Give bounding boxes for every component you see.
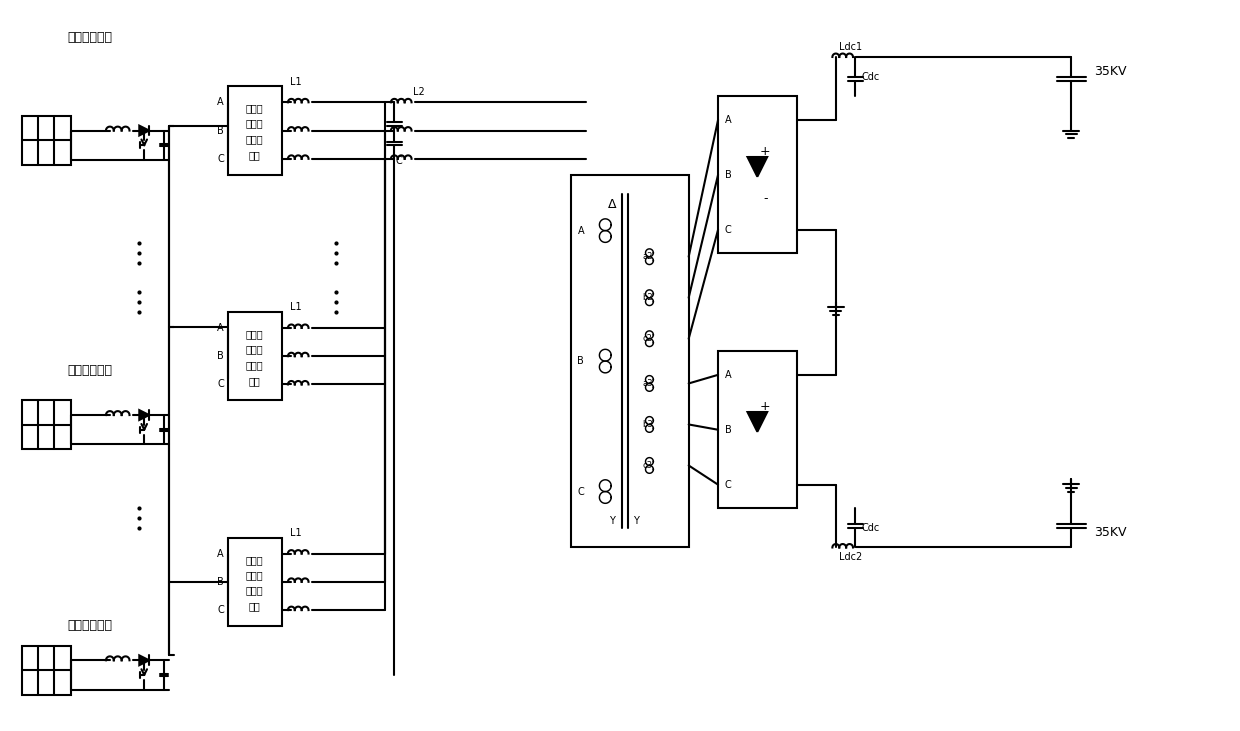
Bar <box>228 86 281 175</box>
Text: B: B <box>578 356 584 366</box>
Text: 三电平: 三电平 <box>246 104 263 113</box>
Text: Cdc: Cdc <box>861 72 879 82</box>
Text: a3: a3 <box>642 379 652 388</box>
Text: C: C <box>578 487 584 496</box>
Text: 光伏逆: 光伏逆 <box>246 360 263 370</box>
Text: 三桥臂: 三桥臂 <box>246 569 263 580</box>
Bar <box>21 401 71 450</box>
Text: A: A <box>217 323 224 333</box>
Text: +: + <box>760 145 770 158</box>
Bar <box>228 312 281 401</box>
Text: 光伏逆: 光伏逆 <box>246 135 263 145</box>
Text: B: B <box>724 425 732 435</box>
Text: Ldc1: Ldc1 <box>839 42 862 52</box>
Polygon shape <box>748 412 768 432</box>
Text: 光伏发电单元: 光伏发电单元 <box>68 364 113 377</box>
Text: L1: L1 <box>290 77 303 86</box>
Text: 35KV: 35KV <box>1094 65 1127 78</box>
Text: B: B <box>217 577 224 587</box>
Text: 光伏逆: 光伏逆 <box>246 586 263 596</box>
Text: 三电平: 三电平 <box>246 555 263 565</box>
Polygon shape <box>139 126 149 135</box>
Text: +: + <box>760 400 770 413</box>
Text: L1: L1 <box>290 528 303 538</box>
Text: C: C <box>396 156 403 166</box>
Text: C: C <box>724 224 732 235</box>
Bar <box>228 538 281 626</box>
Text: Y: Y <box>609 516 615 526</box>
Text: b3: b3 <box>642 420 652 429</box>
Text: L1: L1 <box>290 302 303 312</box>
Text: 变桥: 变桥 <box>249 376 260 386</box>
Text: A: A <box>724 370 732 380</box>
Text: A: A <box>217 548 224 558</box>
Polygon shape <box>139 410 149 420</box>
Text: L2: L2 <box>413 88 425 97</box>
Text: 光伏发电单元: 光伏发电单元 <box>68 619 113 632</box>
Text: 三桥臂: 三桥臂 <box>246 344 263 354</box>
Text: c3: c3 <box>642 461 652 470</box>
Text: Cdc: Cdc <box>861 523 879 533</box>
Bar <box>718 352 796 508</box>
Text: 三桥臂: 三桥臂 <box>246 118 263 129</box>
Text: 光伏发电单元: 光伏发电单元 <box>68 31 113 44</box>
Text: C: C <box>724 480 732 490</box>
Bar <box>21 645 71 694</box>
Text: B: B <box>217 126 224 135</box>
Text: 变桥: 变桥 <box>249 602 260 612</box>
Text: C: C <box>217 154 224 164</box>
Text: C: C <box>217 379 224 390</box>
Text: Y: Y <box>632 516 639 526</box>
Text: Δ: Δ <box>608 198 616 211</box>
Bar <box>570 175 688 548</box>
Text: 变桥: 变桥 <box>249 151 260 160</box>
Text: A: A <box>217 97 224 107</box>
Text: a2: a2 <box>642 252 652 261</box>
Text: Ldc2: Ldc2 <box>839 553 862 562</box>
Text: -: - <box>763 192 768 205</box>
Text: B: B <box>724 170 732 180</box>
Text: 三电平: 三电平 <box>246 329 263 339</box>
Text: A: A <box>724 115 732 125</box>
Polygon shape <box>139 656 149 665</box>
Polygon shape <box>748 157 768 177</box>
Bar <box>718 96 796 253</box>
Text: C: C <box>217 605 224 615</box>
Text: B: B <box>217 351 224 361</box>
Text: c2: c2 <box>642 334 652 344</box>
Text: A: A <box>578 226 584 235</box>
Text: b2: b2 <box>642 293 652 302</box>
Text: 35KV: 35KV <box>1094 526 1127 539</box>
Bar <box>21 115 71 165</box>
